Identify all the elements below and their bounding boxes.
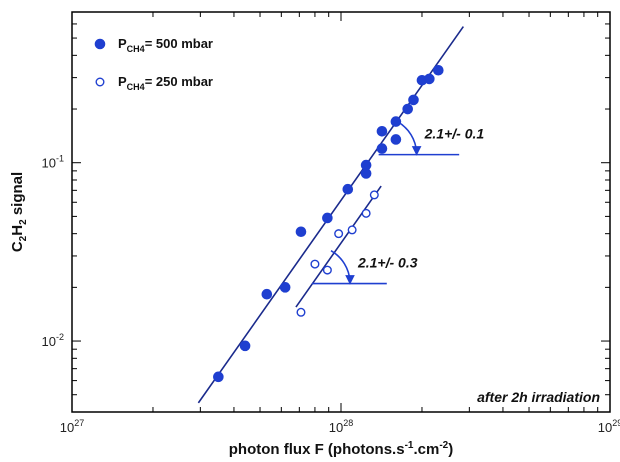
data-point-filled bbox=[408, 94, 419, 106]
data-point-filled bbox=[279, 282, 291, 293]
x-axis-label: photon flux F (photons.s-1.cm-2) bbox=[229, 440, 453, 458]
x-tick-label: 1027 bbox=[60, 418, 84, 435]
data-point-filled bbox=[390, 134, 402, 145]
legend-entry: PCH4= 500 mbar bbox=[118, 36, 213, 54]
data-point-open bbox=[334, 229, 344, 239]
data-point-filled bbox=[239, 340, 251, 352]
x-tick-label: 1028 bbox=[329, 418, 353, 435]
slope-annotations-group: 2.1+/- 0.1 2.1+/- 0.3 after 2h irradiation bbox=[311, 121, 600, 405]
data-point-filled bbox=[424, 73, 435, 85]
fit-line-series-2 bbox=[295, 185, 382, 308]
plot-frame-group bbox=[71, 11, 611, 413]
data-point-filled bbox=[433, 64, 444, 76]
data-point-filled bbox=[295, 226, 307, 238]
data-point-open bbox=[310, 259, 320, 269]
data-point-filled bbox=[402, 103, 414, 115]
legend: PCH4= 500 mbar PCH4= 250 mbar bbox=[94, 36, 213, 92]
data-point-open bbox=[296, 307, 306, 317]
data-point-open bbox=[347, 225, 357, 235]
data-point-open bbox=[369, 190, 379, 200]
irradiation-note: after 2h irradiation bbox=[477, 389, 600, 405]
y-tick-label: 10-1 bbox=[42, 154, 64, 171]
slope-annotation-text: 2.1+/- 0.3 bbox=[357, 255, 418, 271]
y-axis-label: C2H2 signal bbox=[9, 172, 29, 252]
legend-entry: PCH4= 250 mbar bbox=[118, 74, 213, 92]
axis-labels-group: photon flux F (photons.s-1.cm-2) C2H2 sig… bbox=[9, 172, 453, 458]
data-points-group bbox=[213, 64, 444, 383]
data-point-filled bbox=[376, 143, 388, 154]
data-point-filled bbox=[390, 116, 402, 127]
plot-frame bbox=[71, 11, 611, 413]
legend-marker-filled bbox=[94, 38, 106, 50]
data-point-filled bbox=[376, 126, 388, 137]
data-point-filled bbox=[261, 288, 273, 300]
data-point-filled bbox=[360, 159, 372, 171]
x-tick-label: 1029 bbox=[598, 418, 620, 435]
slope-arrowhead bbox=[345, 275, 355, 285]
data-point-filled bbox=[213, 371, 224, 383]
legend-marker-open bbox=[95, 77, 105, 87]
y-tick-label: 10-2 bbox=[42, 332, 64, 349]
data-point-filled bbox=[342, 183, 354, 195]
tick-group: 1027 1028 1029 10-2 10-1 bbox=[42, 12, 620, 435]
data-point-open bbox=[322, 265, 332, 275]
data-point-filled bbox=[322, 212, 333, 224]
slope-arrowhead bbox=[411, 146, 422, 156]
slope-annotation-text: 2.1+/- 0.1 bbox=[424, 126, 485, 142]
data-point-open bbox=[361, 208, 371, 218]
